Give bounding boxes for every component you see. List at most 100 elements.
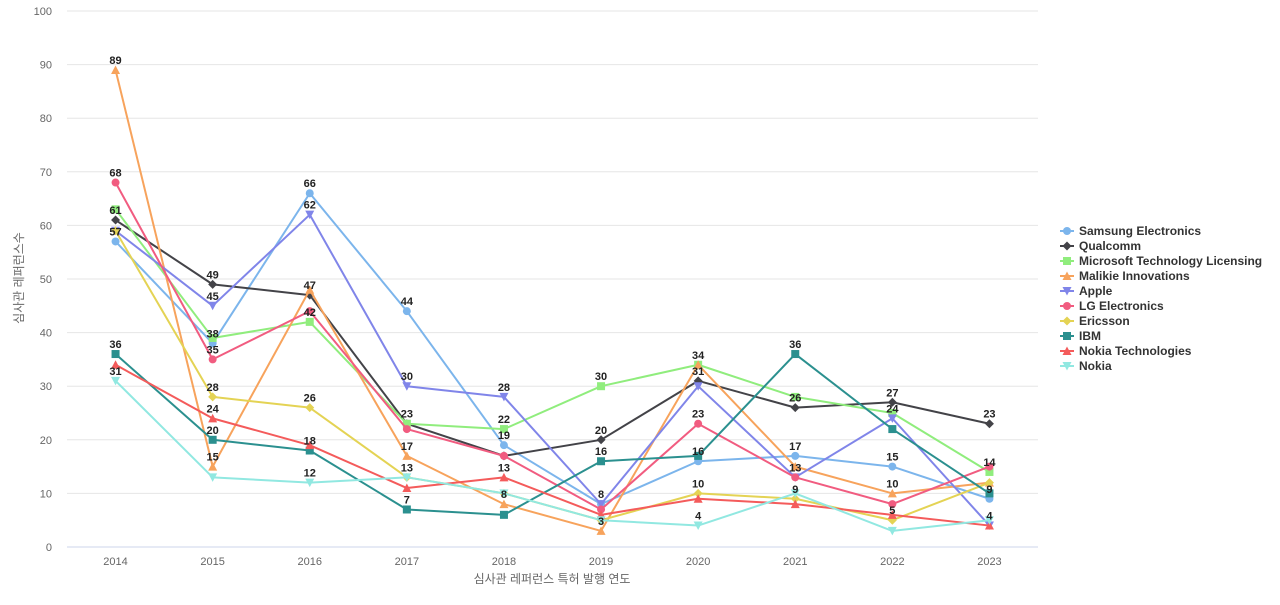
data-point-nokia[interactable] bbox=[984, 516, 994, 525]
legend-marker[interactable] bbox=[1063, 227, 1071, 235]
data-point-microsoft-technology-licensing[interactable] bbox=[499, 425, 508, 434]
data-point-nokia[interactable] bbox=[402, 473, 412, 482]
data-point-malikie-innovations[interactable] bbox=[208, 462, 218, 471]
data-point-apple[interactable] bbox=[693, 382, 703, 391]
data-point-nokia-technologies[interactable] bbox=[887, 510, 897, 519]
data-point-ericsson[interactable] bbox=[208, 392, 218, 402]
data-point-qualcomm[interactable] bbox=[208, 279, 218, 289]
data-point-samsung-electronics[interactable] bbox=[888, 462, 897, 471]
legend-item-malikie-innovations[interactable]: Malikie Innovations bbox=[1060, 269, 1190, 283]
data-point-ericsson[interactable] bbox=[111, 226, 121, 236]
data-point-apple[interactable] bbox=[305, 210, 315, 220]
data-point-ibm[interactable] bbox=[305, 446, 314, 455]
data-point-microsoft-technology-licensing[interactable] bbox=[208, 333, 217, 342]
data-point-ibm[interactable] bbox=[111, 350, 120, 359]
data-point-ibm[interactable] bbox=[208, 435, 217, 444]
data-point-malikie-innovations[interactable] bbox=[402, 451, 412, 460]
data-point-nokia[interactable] bbox=[499, 489, 509, 498]
data-point-nokia-technologies[interactable] bbox=[208, 413, 218, 423]
data-point-nokia-technologies[interactable] bbox=[984, 521, 994, 530]
data-point-nokia-technologies[interactable] bbox=[305, 440, 315, 450]
data-point-malikie-innovations[interactable] bbox=[596, 526, 606, 535]
data-point-nokia-technologies[interactable] bbox=[111, 360, 121, 369]
legend-marker[interactable] bbox=[1062, 241, 1072, 251]
data-point-qualcomm[interactable] bbox=[111, 215, 121, 225]
legend-marker[interactable] bbox=[1063, 302, 1071, 310]
data-point-microsoft-technology-licensing[interactable] bbox=[305, 317, 314, 326]
data-point-nokia[interactable] bbox=[208, 473, 218, 482]
data-point-lg-electronics[interactable] bbox=[499, 451, 508, 460]
data-point-lg-electronics[interactable] bbox=[888, 500, 897, 509]
data-point-apple[interactable] bbox=[208, 301, 218, 311]
legend-item-samsung-electronics[interactable]: Samsung Electronics bbox=[1060, 224, 1201, 238]
legend-marker[interactable] bbox=[1062, 346, 1072, 356]
data-point-microsoft-technology-licensing[interactable] bbox=[402, 419, 411, 428]
data-point-nokia-technologies[interactable] bbox=[402, 483, 412, 493]
data-point-malikie-innovations[interactable] bbox=[111, 65, 121, 74]
legend-item-nokia[interactable]: Nokia bbox=[1060, 359, 1112, 373]
data-point-nokia[interactable] bbox=[790, 489, 800, 498]
data-point-lg-electronics[interactable] bbox=[305, 307, 314, 316]
data-point-lg-electronics[interactable] bbox=[791, 473, 800, 482]
data-point-ibm[interactable] bbox=[597, 457, 606, 466]
data-point-samsung-electronics[interactable] bbox=[791, 451, 800, 460]
data-point-ibm[interactable] bbox=[499, 510, 508, 519]
data-point-apple[interactable] bbox=[887, 414, 897, 423]
legend-item-ericsson[interactable]: Ericsson bbox=[1060, 314, 1130, 328]
data-point-nokia-technologies[interactable] bbox=[499, 472, 509, 482]
data-point-qualcomm[interactable] bbox=[790, 403, 800, 413]
data-point-microsoft-technology-licensing[interactable] bbox=[791, 392, 800, 401]
data-point-ibm[interactable] bbox=[985, 489, 994, 498]
legend-item-apple[interactable]: Apple bbox=[1060, 284, 1113, 298]
data-point-ericsson[interactable] bbox=[693, 488, 703, 498]
data-point-nokia[interactable] bbox=[305, 478, 315, 488]
data-point-ibm[interactable] bbox=[888, 425, 897, 434]
legend-marker[interactable] bbox=[1062, 362, 1072, 371]
data-point-samsung-electronics[interactable] bbox=[305, 189, 314, 198]
data-point-ibm[interactable] bbox=[402, 505, 411, 514]
data-point-lg-electronics[interactable] bbox=[402, 425, 411, 434]
data-point-ibm[interactable] bbox=[694, 451, 703, 460]
data-point-apple[interactable] bbox=[499, 392, 509, 402]
legend-item-ibm[interactable]: IBM bbox=[1060, 329, 1101, 343]
data-point-nokia[interactable] bbox=[887, 526, 897, 536]
legend-marker[interactable] bbox=[1062, 271, 1072, 281]
data-point-malikie-innovations[interactable] bbox=[790, 462, 800, 471]
data-point-malikie-innovations[interactable] bbox=[887, 488, 897, 498]
data-point-nokia-technologies[interactable] bbox=[790, 499, 800, 509]
data-point-ericsson[interactable] bbox=[305, 403, 315, 413]
data-point-lg-electronics[interactable] bbox=[111, 178, 120, 187]
data-point-malikie-innovations[interactable] bbox=[499, 499, 509, 509]
data-point-apple[interactable] bbox=[402, 382, 412, 391]
data-point-nokia[interactable] bbox=[111, 376, 121, 386]
data-point-lg-electronics[interactable] bbox=[597, 505, 606, 514]
data-point-malikie-innovations[interactable] bbox=[693, 360, 703, 369]
legend-marker[interactable] bbox=[1062, 316, 1072, 326]
data-point-samsung-electronics[interactable] bbox=[499, 441, 508, 450]
data-point-nokia[interactable] bbox=[693, 521, 703, 531]
data-point-microsoft-technology-licensing[interactable] bbox=[888, 409, 897, 417]
data-point-qualcomm[interactable] bbox=[887, 397, 897, 407]
legend-item-qualcomm[interactable]: Qualcomm bbox=[1060, 239, 1141, 253]
data-point-apple[interactable] bbox=[596, 500, 606, 509]
data-point-malikie-innovations[interactable] bbox=[305, 285, 315, 294]
legend-marker[interactable] bbox=[1063, 257, 1071, 265]
legend-marker[interactable] bbox=[1063, 332, 1071, 340]
data-point-qualcomm[interactable] bbox=[596, 435, 606, 445]
data-point-ericsson[interactable] bbox=[984, 478, 994, 488]
data-point-ericsson[interactable] bbox=[790, 494, 800, 504]
legend-item-microsoft-technology-licensing[interactable]: Microsoft Technology Licensing bbox=[1060, 254, 1262, 268]
data-point-microsoft-technology-licensing[interactable] bbox=[985, 467, 994, 476]
data-point-qualcomm[interactable] bbox=[984, 419, 994, 429]
data-point-nokia-technologies[interactable] bbox=[693, 494, 703, 503]
data-point-nokia[interactable] bbox=[596, 516, 606, 525]
data-point-samsung-electronics[interactable] bbox=[402, 307, 411, 316]
legend-item-nokia-technologies[interactable]: Nokia Technologies bbox=[1060, 344, 1192, 358]
data-point-microsoft-technology-licensing[interactable] bbox=[597, 382, 606, 391]
data-point-lg-electronics[interactable] bbox=[694, 419, 703, 428]
data-point-lg-electronics[interactable] bbox=[985, 462, 994, 471]
data-point-samsung-electronics[interactable] bbox=[111, 237, 120, 246]
legend-item-lg-electronics[interactable]: LG Electronics bbox=[1060, 299, 1164, 313]
data-point-lg-electronics[interactable] bbox=[208, 355, 217, 364]
